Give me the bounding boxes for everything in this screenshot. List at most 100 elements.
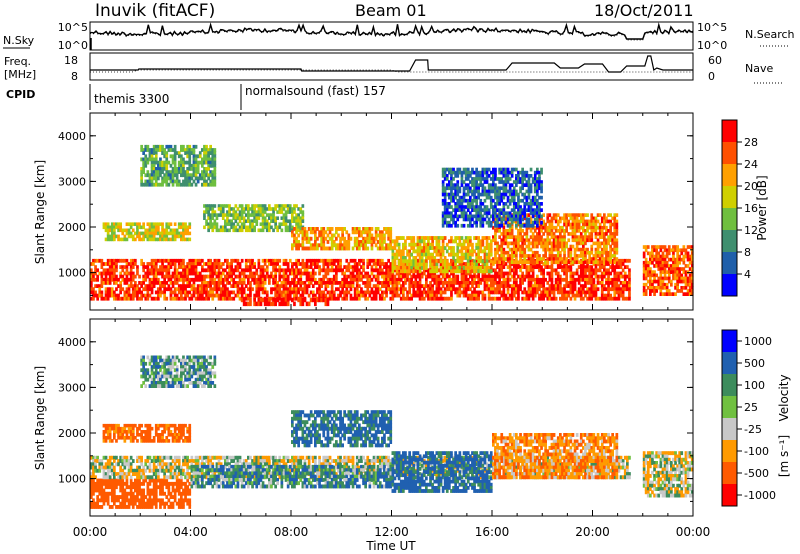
power-cell [186, 176, 189, 181]
power-cell [307, 271, 311, 276]
power-cell [670, 248, 673, 253]
power-cell [600, 216, 604, 221]
power-cell [533, 225, 537, 230]
power-cell [688, 282, 692, 287]
power-cell [301, 290, 305, 295]
power-cell [460, 256, 464, 260]
power-cell [198, 258, 202, 263]
power-cell [284, 301, 288, 307]
power-cell [362, 236, 365, 241]
power-cell [422, 266, 426, 270]
power-cell [326, 233, 330, 238]
power-cell [171, 157, 175, 162]
cpid-label: CPID [6, 88, 35, 101]
power-cell [186, 237, 189, 242]
power-cell [136, 293, 139, 298]
power-cell [378, 230, 382, 235]
power-cell [615, 238, 619, 243]
power-cell [542, 287, 545, 292]
power-cell [274, 301, 277, 307]
power-cell [429, 246, 432, 250]
power-cell [215, 287, 219, 292]
power-cell [104, 271, 108, 276]
power-cell [293, 274, 296, 279]
power-cell [144, 274, 148, 279]
power-cell [182, 222, 185, 226]
power-cell [431, 236, 434, 240]
power-cell [678, 289, 681, 293]
power-cell [98, 287, 102, 292]
power-cell [108, 258, 112, 263]
power-cell [177, 277, 181, 282]
power-cell [460, 262, 464, 266]
power-cell [301, 204, 305, 208]
power-cell [443, 256, 447, 260]
power-cell [494, 225, 497, 230]
power-cell [374, 262, 378, 266]
power-cell [466, 269, 470, 274]
power-cell [314, 233, 317, 238]
power-cell [203, 287, 206, 292]
power-cell [165, 274, 169, 279]
power-cell [341, 296, 344, 301]
power-cell [167, 284, 171, 288]
power-cell [198, 262, 202, 266]
power-cell [588, 219, 591, 224]
power-cell [330, 240, 334, 244]
power-cell [429, 269, 432, 274]
power-cell [286, 290, 290, 295]
power-cell [345, 296, 349, 301]
power-cell [404, 287, 407, 292]
power-cell [171, 179, 175, 184]
power-cell [322, 258, 326, 263]
power-cell [345, 274, 349, 279]
power-cell [460, 269, 464, 274]
power-cell [320, 240, 323, 244]
power-cell [550, 260, 554, 265]
power-cell [473, 262, 476, 267]
power-cell [171, 231, 175, 236]
power-cell [441, 259, 445, 264]
power-cell [690, 257, 694, 262]
power-cell [427, 271, 430, 276]
power-cell [525, 225, 529, 230]
power-cell [263, 225, 267, 230]
power-cell [142, 265, 145, 269]
power-cell [337, 262, 340, 266]
power-cell [238, 204, 242, 208]
power-cell [435, 293, 439, 298]
power-cell [414, 259, 418, 264]
power-cell [408, 290, 411, 295]
power-cell [177, 222, 181, 226]
power-cell [515, 219, 518, 224]
power-cell [552, 287, 556, 292]
power-cell [613, 284, 617, 288]
power-cell [299, 225, 303, 230]
power-cell [314, 297, 317, 303]
power-cell [337, 233, 340, 238]
power-cell [389, 236, 393, 241]
power-cell [477, 296, 480, 301]
power-cell [251, 265, 254, 269]
power-cell [464, 290, 468, 295]
power-cell [374, 243, 378, 248]
power-cell [314, 227, 317, 231]
power-cell [213, 258, 217, 263]
power-cell [272, 262, 275, 266]
power-cell [265, 228, 269, 233]
power-cell [397, 274, 401, 279]
power-cell [173, 160, 177, 165]
power-cell [184, 268, 187, 273]
power-cell [385, 284, 388, 288]
power-cell [297, 281, 300, 285]
power-cell [314, 258, 317, 263]
power-cell [180, 271, 183, 276]
power-cell [494, 287, 497, 292]
power-cell [161, 284, 164, 288]
power-cell [531, 235, 535, 239]
power-cell [609, 229, 612, 233]
power-cell [322, 268, 326, 273]
power-cell [504, 284, 508, 288]
power-cell [437, 252, 441, 257]
power-cell [563, 250, 566, 255]
